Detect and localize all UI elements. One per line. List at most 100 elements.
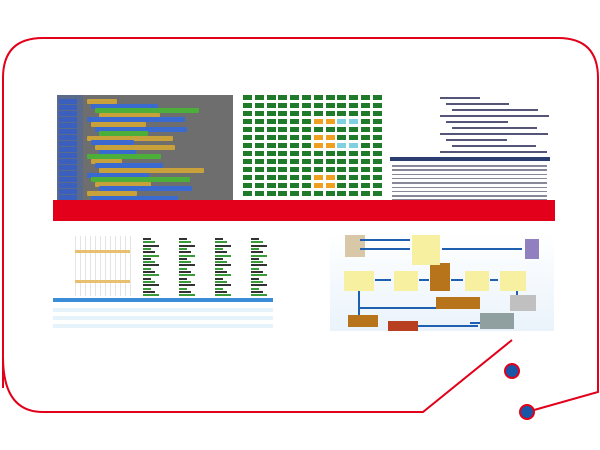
palette-block (59, 135, 77, 140)
flow-node (394, 271, 418, 291)
status-cell (290, 119, 300, 124)
status-cell (278, 95, 288, 100)
schedule-table-screenshot (53, 236, 289, 330)
palette-block (59, 141, 77, 146)
code-block (95, 108, 199, 114)
status-cell (266, 95, 276, 100)
status-cell (337, 175, 347, 180)
code-block (87, 172, 149, 178)
table-text (215, 290, 227, 293)
status-cell (302, 143, 311, 148)
flow-arrow (516, 291, 518, 295)
table-text (251, 277, 259, 280)
status-cell (349, 135, 359, 140)
flow-node (500, 271, 526, 291)
status-cell (325, 191, 335, 196)
status-cell (254, 143, 264, 148)
status-cell (290, 103, 300, 108)
output-line (392, 195, 547, 197)
table-text (143, 238, 151, 240)
flow-node (388, 321, 418, 331)
grid-line (130, 236, 131, 296)
code-block (95, 126, 187, 132)
status-cell (254, 135, 264, 140)
status-cell (254, 119, 264, 124)
status-cell (243, 127, 252, 132)
status-cell (278, 119, 288, 124)
status-cell (290, 127, 300, 132)
code-block (99, 112, 160, 118)
flow-node (436, 297, 480, 309)
code-line (440, 133, 548, 135)
table-text (143, 290, 155, 293)
status-cell (325, 151, 335, 156)
flow-node (510, 295, 536, 311)
status-cell (254, 127, 264, 132)
code-line (446, 121, 508, 123)
table-text (251, 247, 259, 250)
table-text (215, 261, 227, 264)
grid-line (115, 236, 116, 296)
grid-line (90, 236, 91, 296)
palette-block (59, 171, 77, 176)
flow-arrow (418, 325, 478, 327)
table-text (251, 238, 259, 240)
palette-block (59, 129, 77, 134)
status-cell (325, 167, 335, 172)
code-line (446, 103, 509, 105)
table-text (179, 277, 187, 280)
code-block (99, 131, 148, 137)
status-cell (243, 111, 252, 116)
table-text (251, 257, 259, 260)
status-cell (361, 119, 370, 124)
dot-marker (504, 363, 520, 379)
status-cell (313, 183, 323, 188)
status-cell (266, 175, 276, 180)
grid-line (120, 236, 121, 296)
code-block (91, 177, 190, 183)
table-text (251, 290, 263, 293)
status-cell (337, 103, 347, 108)
status-cell (372, 119, 382, 124)
code-block (95, 181, 151, 187)
flow-arrow (360, 248, 410, 250)
status-cell (254, 175, 264, 180)
code-block (87, 191, 137, 196)
status-cell (349, 151, 359, 156)
table-text (215, 251, 227, 254)
status-cell (254, 167, 264, 172)
status-cell (337, 135, 347, 140)
status-cell (313, 135, 323, 140)
flow-node (480, 313, 514, 329)
palette-block (59, 165, 77, 170)
status-cell (266, 167, 276, 172)
code-block (91, 195, 178, 201)
status-cell (266, 103, 276, 108)
status-cell (349, 111, 359, 116)
table-text (179, 261, 191, 264)
table-text (179, 267, 187, 270)
status-cell (361, 151, 370, 156)
table-text (179, 241, 191, 244)
output-line (392, 186, 547, 188)
status-cell (325, 183, 335, 188)
table-text (143, 264, 159, 267)
table-text (143, 254, 159, 257)
code-block (87, 135, 173, 141)
code-line (440, 115, 549, 117)
status-cell (302, 135, 311, 140)
status-cell (302, 151, 311, 156)
code-line (452, 145, 536, 147)
status-cell (302, 167, 311, 172)
table-text (179, 271, 191, 273)
table-text (143, 244, 159, 247)
output-line (392, 190, 547, 193)
output-line (392, 169, 547, 171)
status-cell (325, 159, 335, 164)
flow-arrow (419, 279, 429, 281)
table-text (143, 284, 159, 287)
table-text (179, 257, 187, 260)
table-text (215, 238, 223, 240)
grid-line (105, 236, 106, 296)
